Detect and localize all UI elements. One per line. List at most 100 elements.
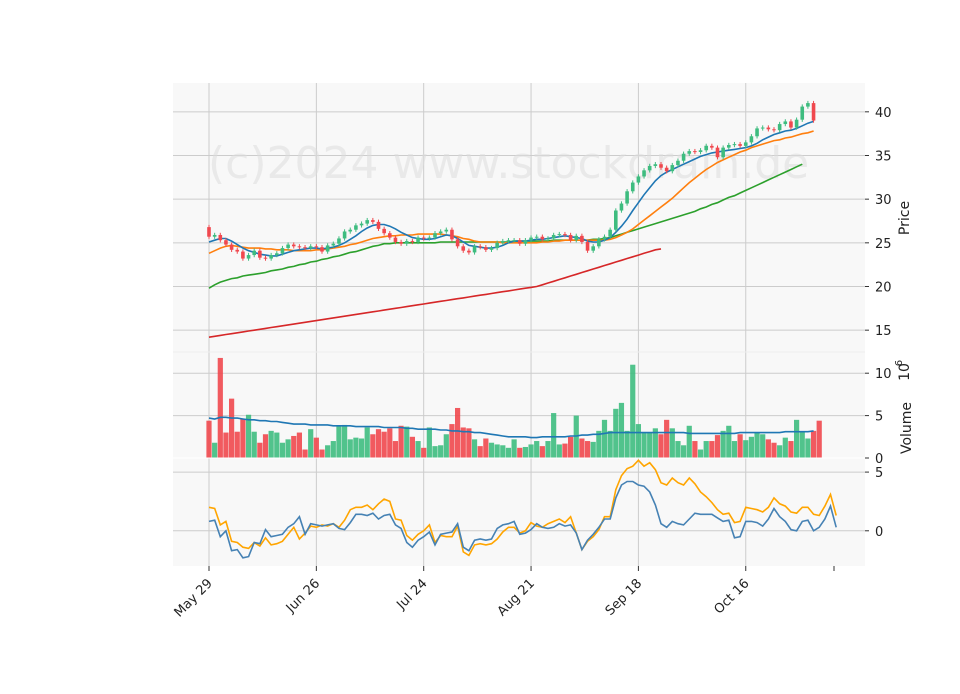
volume-bar xyxy=(669,428,675,458)
volume-tick-label: 0 xyxy=(875,452,883,467)
candle-body xyxy=(642,170,646,177)
volume-bar xyxy=(336,425,342,458)
price-tick-label: 35 xyxy=(875,149,892,164)
volume-tick-label: 10 xyxy=(875,367,892,382)
candle-body xyxy=(467,250,471,253)
volume-bar xyxy=(296,432,302,458)
candle-body xyxy=(800,106,805,120)
candle-body xyxy=(393,237,398,242)
volume-bar xyxy=(528,444,534,458)
volume-bar xyxy=(534,441,540,458)
price-tick-label: 15 xyxy=(875,324,892,339)
volume-bar xyxy=(697,449,704,458)
candle-body xyxy=(241,251,245,259)
candle-body xyxy=(376,221,381,229)
volume-bar xyxy=(353,437,359,458)
volume-bar xyxy=(381,431,387,458)
volume-bar xyxy=(370,434,376,458)
candle-body xyxy=(478,246,482,248)
volume-bar xyxy=(551,413,557,458)
price-tick-label: 25 xyxy=(875,237,892,252)
volume-bar xyxy=(279,442,286,458)
volume-bar xyxy=(330,441,336,458)
candle-body xyxy=(399,241,403,244)
candle-body xyxy=(371,220,375,222)
candle-body xyxy=(365,220,369,224)
volume-bar xyxy=(409,436,415,458)
candle-body xyxy=(568,234,573,241)
candle-body xyxy=(760,127,765,129)
candle-body xyxy=(320,247,324,252)
candle-body xyxy=(659,164,663,168)
volume-bar xyxy=(545,441,551,458)
volume-bar xyxy=(765,439,771,458)
candle-body xyxy=(540,236,545,240)
candle-body xyxy=(472,246,477,253)
candle-body xyxy=(427,237,432,239)
candle-body xyxy=(732,144,737,146)
candle-body xyxy=(489,248,494,250)
oscillator-line-a xyxy=(208,480,837,559)
candle-body xyxy=(303,247,307,249)
volume-bar xyxy=(245,414,252,458)
candle-body xyxy=(766,127,771,130)
volume-bar xyxy=(223,432,229,458)
volume-bar xyxy=(590,441,596,458)
candle-body xyxy=(404,241,409,244)
candle-body xyxy=(218,234,223,241)
candle-body xyxy=(258,250,262,258)
candle-body xyxy=(444,229,449,232)
candle-body xyxy=(291,244,296,247)
candle-body xyxy=(670,165,675,172)
candle-body xyxy=(529,237,533,241)
volume-bar xyxy=(449,424,455,458)
volume-bar xyxy=(240,418,246,458)
volume-bar xyxy=(500,445,506,458)
candle-body xyxy=(614,210,618,230)
candle-body xyxy=(636,176,641,183)
volume-bar xyxy=(522,446,528,458)
volume-bar xyxy=(364,427,370,458)
volume-bar xyxy=(754,432,760,458)
volume-bar xyxy=(494,444,500,458)
price-tick-label: 20 xyxy=(875,280,892,295)
candle-body xyxy=(246,255,251,259)
candle-body xyxy=(506,240,511,242)
candle-body xyxy=(455,239,460,247)
watermark: (c)2024 www.stockdrain.de xyxy=(208,138,809,189)
volume-tick-label: 5 xyxy=(875,410,883,425)
volume-bar xyxy=(760,434,766,458)
volume-bar xyxy=(681,445,687,458)
oscillator-tick-label: 5 xyxy=(875,466,883,481)
volume-bar xyxy=(799,431,805,458)
candle-body xyxy=(235,249,240,252)
volume-bar xyxy=(675,441,681,458)
candle-body xyxy=(501,241,505,243)
volume-bar xyxy=(483,438,489,458)
candle-body xyxy=(693,151,697,153)
volume-bar xyxy=(539,446,545,458)
volume-bar xyxy=(251,431,257,458)
candle-body xyxy=(676,160,680,166)
candle-body xyxy=(698,150,703,152)
candle-body xyxy=(337,238,341,244)
price-panel-bg xyxy=(173,83,865,352)
volume-bar xyxy=(466,428,472,458)
candle-body xyxy=(755,128,759,137)
volume-bar xyxy=(624,430,630,458)
candle-body xyxy=(721,147,725,158)
candle-body xyxy=(484,247,488,250)
volume-bar xyxy=(607,430,613,458)
x-tick-label: Oct 16 xyxy=(711,576,752,617)
candle-body xyxy=(348,229,353,232)
candle-body xyxy=(738,144,742,146)
candle-body xyxy=(517,240,522,244)
volume-bar xyxy=(658,434,664,458)
candle-body xyxy=(359,223,364,226)
candle-body xyxy=(269,255,273,259)
candle-body xyxy=(789,121,793,128)
candle-body xyxy=(794,119,799,128)
volume-bar xyxy=(217,357,223,458)
price-axis-label: Price xyxy=(897,201,913,235)
